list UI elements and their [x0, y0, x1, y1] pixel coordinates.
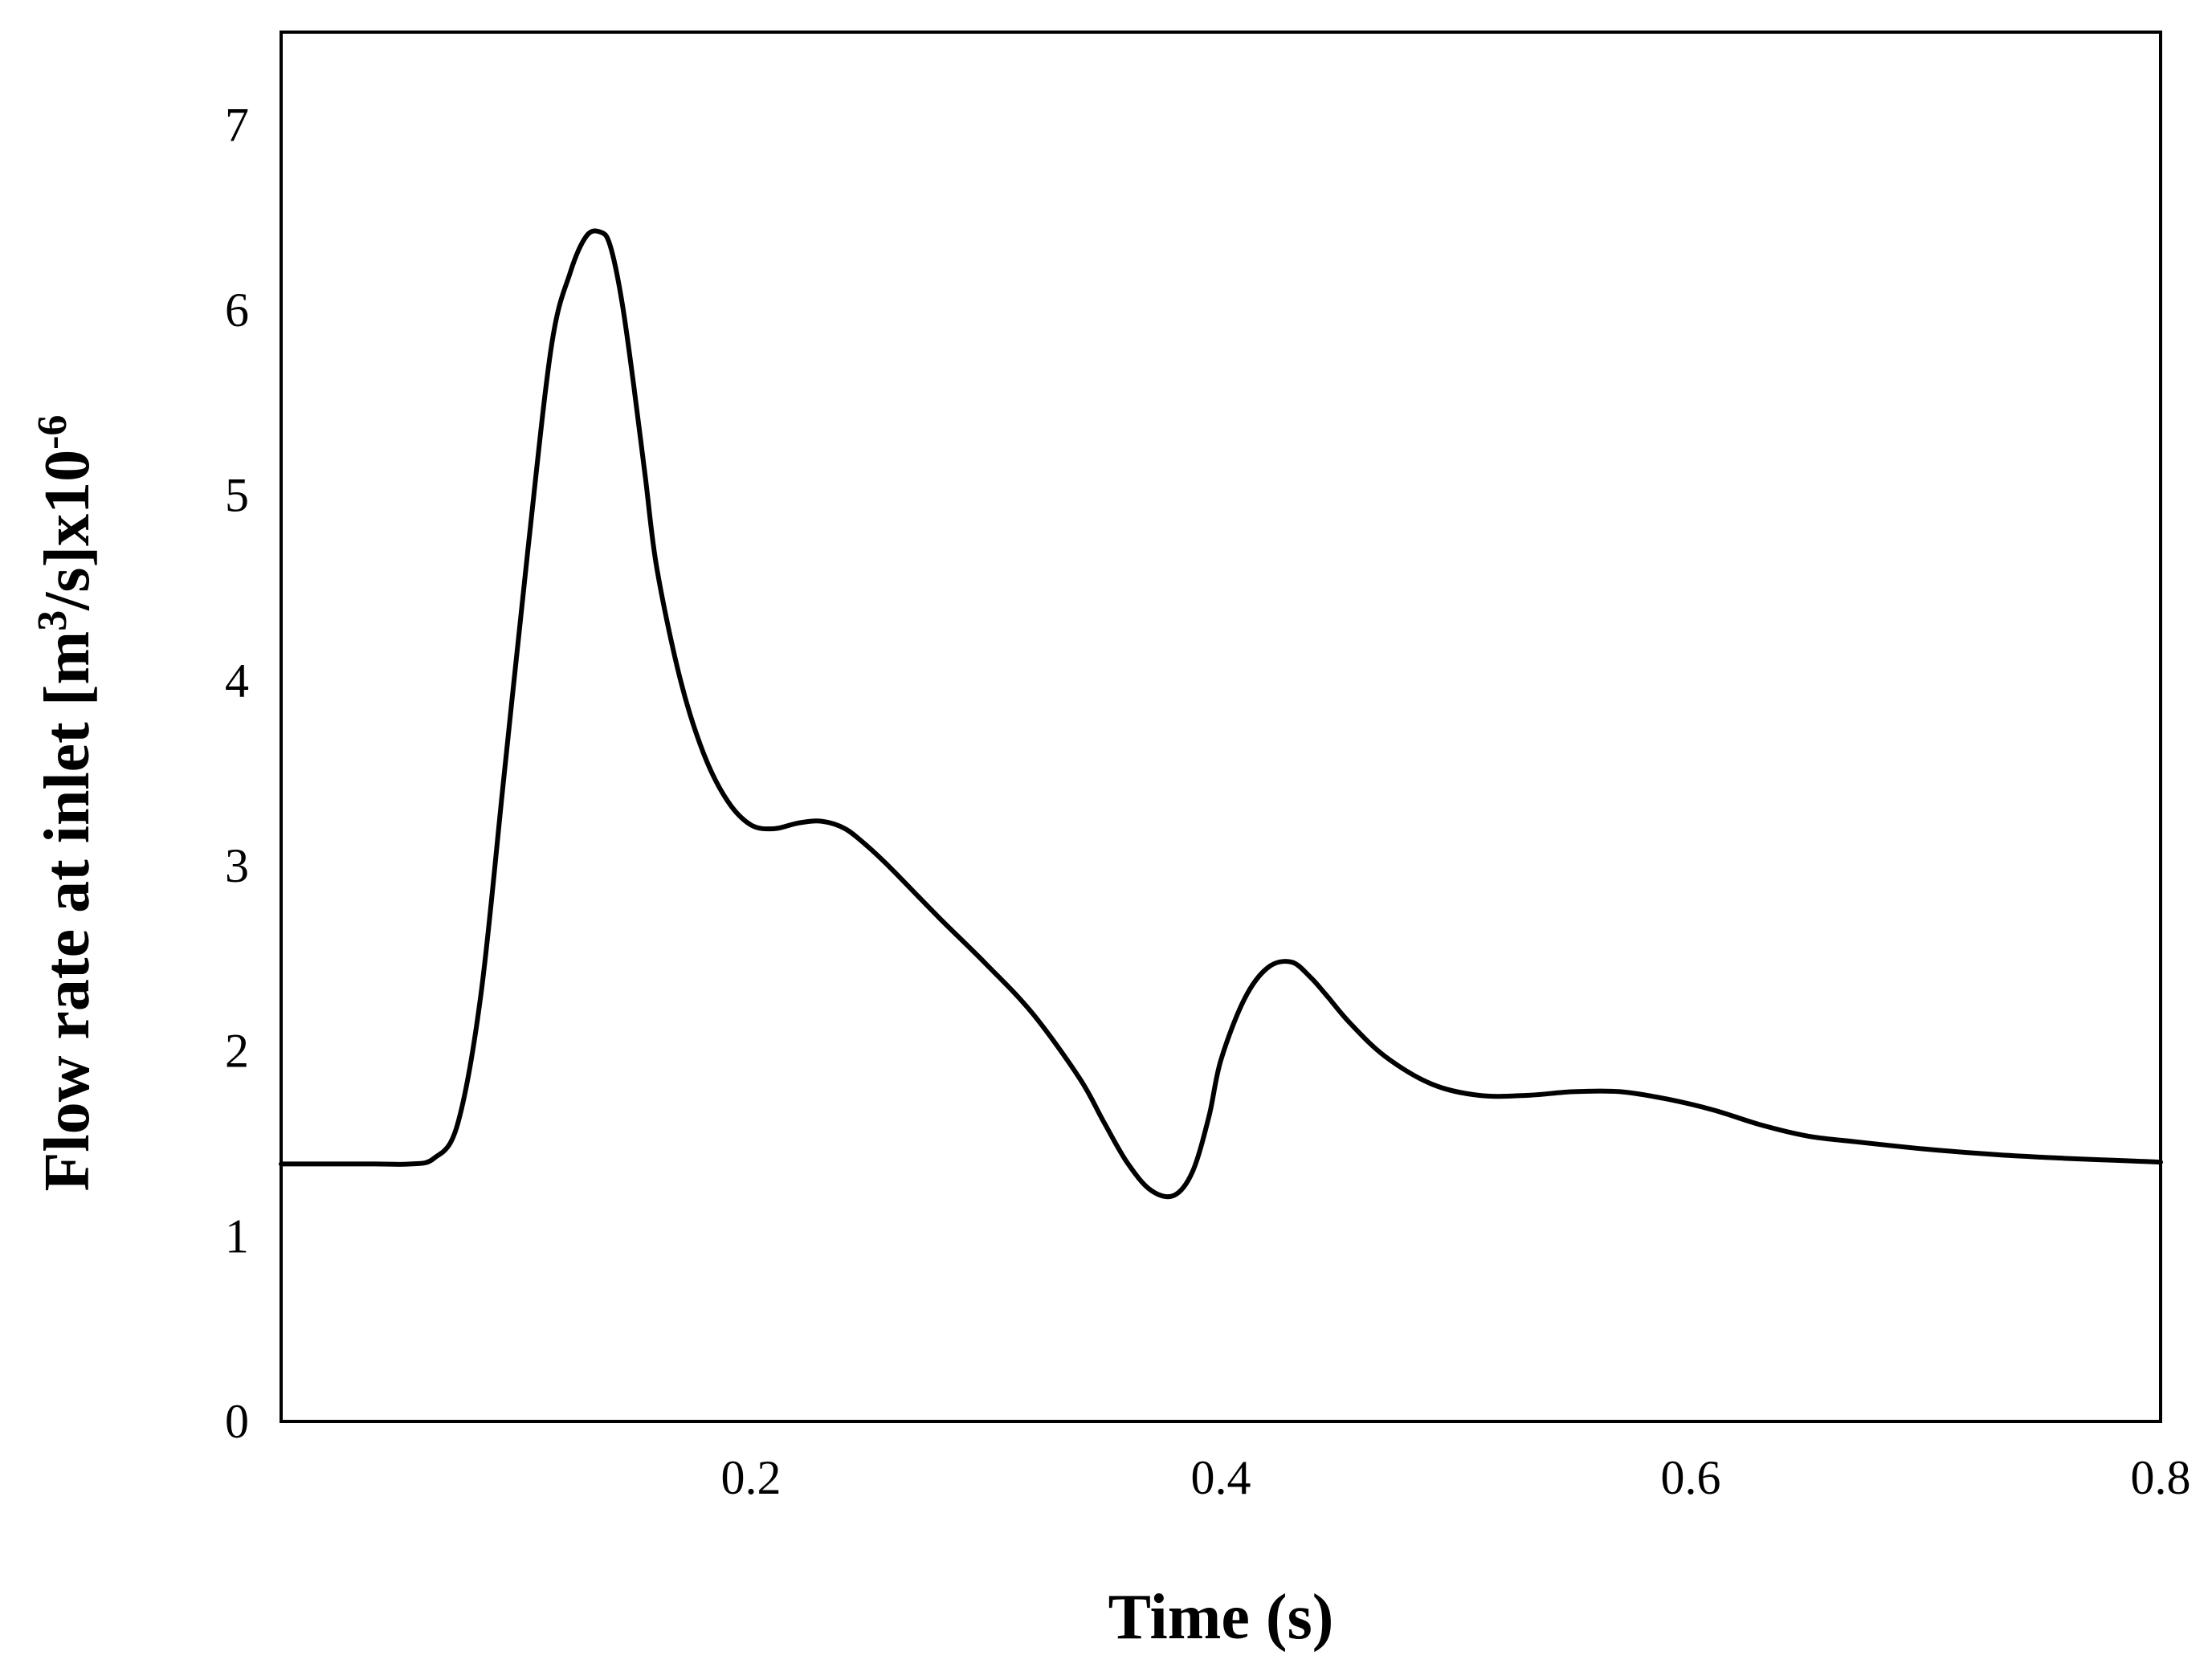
x-tick-label: 0.6 — [1661, 1451, 1721, 1504]
x-tick-labels: 0.2 0.4 0.6 0.8 — [721, 1451, 2191, 1504]
x-axis-title: Time (s) — [1108, 1582, 1334, 1653]
y-axis-title: Flow rate at inlet [m3/s]x10-6 — [30, 415, 104, 1192]
series-line — [279, 228, 2163, 1200]
y-axis-title-superscript-2: -6 — [30, 415, 76, 450]
y-axis-title-middle: /s]x10 — [32, 450, 103, 611]
y-tick-label: 1 — [225, 1209, 249, 1262]
y-tick-label: 3 — [225, 839, 249, 892]
y-tick-label: 0 — [225, 1395, 249, 1448]
x-tick-label: 0.2 — [721, 1451, 782, 1504]
y-tick-label: 4 — [225, 654, 249, 707]
y-tick-label: 6 — [225, 283, 249, 336]
plot-area-frame — [280, 31, 2162, 1423]
y-tick-labels: 0 1 2 3 4 5 6 7 — [225, 98, 249, 1448]
y-tick-label: 5 — [225, 469, 249, 522]
y-axis-title-main: Flow rate at inlet [m — [32, 631, 103, 1192]
x-tick-label: 0.8 — [2131, 1451, 2191, 1504]
y-axis-title-superscript-1: 3 — [30, 610, 76, 631]
y-tick-label: 2 — [225, 1025, 249, 1078]
x-tick-label: 0.4 — [1191, 1451, 1251, 1504]
y-tick-label: 7 — [225, 98, 249, 151]
